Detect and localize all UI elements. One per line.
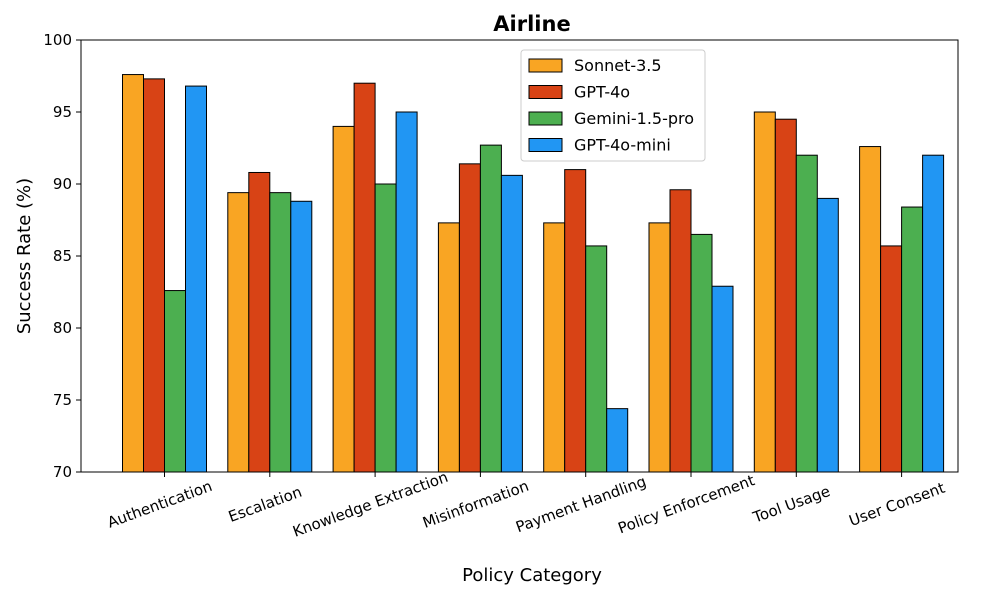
legend-label: Sonnet-3.5 [574,56,662,75]
legend-label: Gemini-1.5-pro [574,109,694,128]
bars-group [122,74,945,473]
bar-sonnet-3-5-payment-handling [543,222,566,473]
legend-label: GPT-4o [574,83,630,102]
bar-gpt-4o-mini-user-consent [922,154,945,473]
y-tick-label: 85 [53,247,72,265]
bar-gemini-1-5-pro-user-consent [901,206,924,473]
bar-gpt-4o-mini-misinformation [500,174,523,473]
bar-gpt-4o-mini-escalation [290,200,313,473]
x-tick-label: Escalation [226,483,304,526]
bar-sonnet-3-5-authentication [122,74,144,473]
bar-gpt-4o-misinformation [458,163,481,473]
bar-gemini-1-5-pro-authentication [164,290,186,473]
y-tick-label: 100 [43,31,72,49]
bar-gpt-4o-mini-policy-enforcement [711,285,734,473]
bar-gemini-1-5-pro-escalation [269,192,292,473]
bar-gemini-1-5-pro-payment-handling [585,245,608,473]
bar-gemini-1-5-pro-policy-enforcement [690,233,713,473]
y-tick-label: 95 [53,103,72,121]
bar-gpt-4o-tool-usage [774,118,797,473]
bar-sonnet-3-5-tool-usage [753,111,776,473]
legend-swatch [528,85,563,99]
bar-gpt-4o-policy-enforcement [669,189,692,473]
legend-label: GPT-4o-mini [574,136,671,155]
chart-title: Airline [493,12,570,36]
legend-swatch [528,138,563,152]
bar-sonnet-3-5-escalation [227,192,250,473]
x-axis-label: Policy Category [462,565,602,586]
bar-sonnet-3-5-policy-enforcement [648,222,671,473]
bar-sonnet-3-5-knowledge-extraction [332,125,355,473]
y-tick-label: 70 [53,463,72,481]
bar-gemini-1-5-pro-knowledge-extraction [374,183,397,473]
bar-gpt-4o-authentication [143,78,165,473]
x-tick-label: Tool Usage [750,482,833,527]
legend-box [520,49,706,162]
bar-gpt-4o-knowledge-extraction [353,82,376,473]
bar-gpt-4o-mini-authentication [185,85,207,473]
bar-gemini-1-5-pro-misinformation [479,144,502,473]
y-axis: 70 75 80 85 90 95 100 [43,31,81,481]
legend-swatch [528,58,563,73]
x-tick-label: User Consent [847,479,948,530]
x-tick-label: Authentication [105,477,215,532]
bar-gemini-1-5-pro-tool-usage [795,154,818,473]
bar-gpt-4o-mini-knowledge-extraction [395,111,418,473]
y-tick-label: 90 [53,175,72,193]
bar-gpt-4o-escalation [248,171,271,473]
y-tick-label: 75 [53,391,72,409]
y-tick-label: 80 [53,319,72,337]
bar-sonnet-3-5-misinformation [437,222,460,473]
bar-gpt-4o-payment-handling [564,169,587,473]
bar-sonnet-3-5-user-consent [859,146,882,473]
legend-swatch [528,111,563,126]
bar-gpt-4o-mini-payment-handling [606,408,629,473]
bar-gpt-4o-mini-tool-usage [816,197,839,473]
bar-gpt-4o-user-consent [880,245,903,473]
y-axis-label: Success Rate (%) [14,178,35,334]
legend: Sonnet-3.5 GPT-4o Gemini-1.5-pro GPT-4o-min… [520,49,706,162]
